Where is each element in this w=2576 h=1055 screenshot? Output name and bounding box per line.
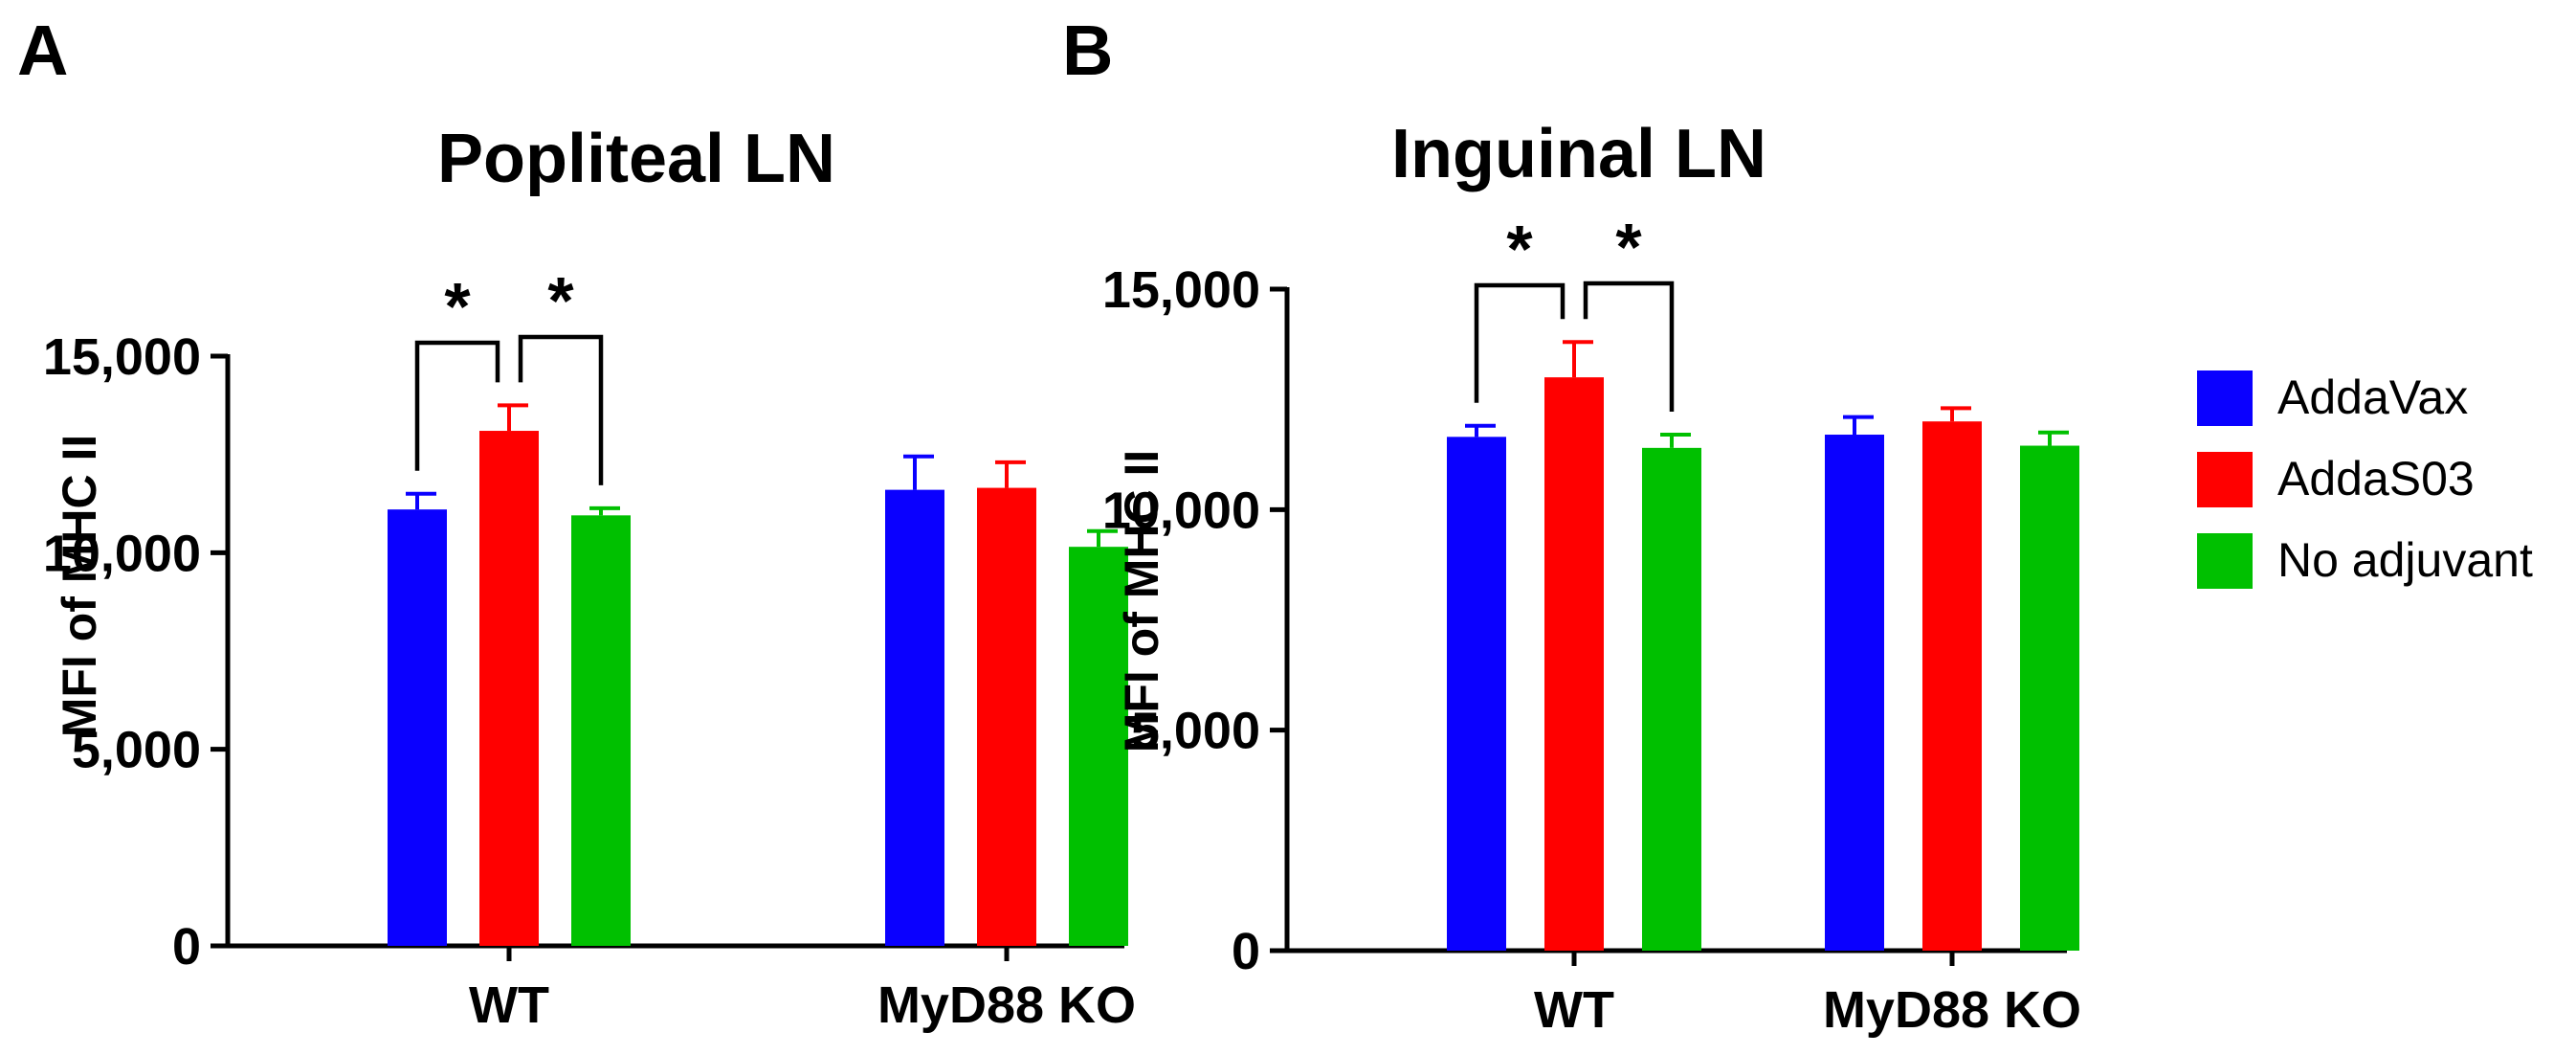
x-tick-label-wt-b: WT: [1534, 981, 1614, 1039]
panel-a: A Popliteal LN MFI of MHC II 0 5,000 10,00…: [17, 11, 1136, 1034]
significance-star-2-a: *: [547, 263, 574, 338]
x-tick-label-myd88-ko-a: MyD88 KO: [877, 976, 1136, 1034]
legend-label-addavax: AddaVax: [2277, 370, 2468, 424]
significance-bracket-1-a: [414, 340, 500, 471]
plot-area-b: 0 5,000 10,000 15,000 WT MyD88 KO * *: [1102, 210, 2081, 1039]
significance-bracket-2-b: [1583, 281, 1675, 413]
significance-star-2-b: *: [1615, 210, 1642, 284]
significance-bracket-1-b: [1474, 282, 1566, 403]
bar-addavax-wt-b: [1447, 437, 1506, 951]
y-tick-label-a: 0: [172, 918, 201, 976]
y-tick-label-a: 15,000: [43, 328, 201, 386]
panel-b: B Inguinal LN MFI of MHC II 0 5,000 10,000…: [1062, 11, 2081, 1039]
plot-area-a: 0 5,000 10,000 15,000 WT MyD88 KO * *: [43, 263, 1136, 1034]
bar-addas03-myd88-ko-b: [1922, 421, 1982, 951]
y-axis-title-b: MFI of MHC II: [1115, 450, 1168, 753]
bar-no-adjuvant-wt-a: [571, 515, 631, 946]
bar-addas03-wt-b: [1544, 377, 1604, 952]
y-tick-label-b: 5,000: [1131, 703, 1260, 760]
legend-label-no-adjuvant: No adjuvant: [2277, 533, 2533, 587]
bar-addavax-myd88-ko-a: [885, 489, 944, 946]
x-tick-label-myd88-ko-b: MyD88 KO: [1823, 981, 2081, 1039]
bar-addas03-wt-a: [479, 431, 539, 946]
significance-star-1-b: *: [1506, 212, 1533, 286]
bar-no-adjuvant-myd88-ko-a: [1069, 547, 1128, 946]
legend: AddaVax AddaS03 No adjuvant: [2197, 370, 2533, 589]
y-axis-title-a: MFI of MHC II: [53, 435, 106, 738]
significance-star-1-a: *: [444, 269, 471, 344]
y-tick-label-b: 15,000: [1102, 261, 1260, 319]
legend-swatch-addas03: [2197, 452, 2253, 507]
bar-addas03-myd88-ko-a: [977, 487, 1036, 946]
y-tick-label-b: 10,000: [1102, 482, 1260, 539]
chart-title-b: Inguinal LN: [1391, 116, 1766, 192]
y-tick-label-a: 10,000: [43, 525, 201, 582]
legend-swatch-addavax: [2197, 370, 2253, 426]
x-tick-label-wt-a: WT: [469, 976, 549, 1034]
significance-bracket-2-a: [518, 334, 604, 485]
bar-no-adjuvant-wt-b: [1642, 447, 1701, 952]
panel-label-a: A: [17, 11, 68, 90]
bar-no-adjuvant-myd88-ko-b: [2020, 445, 2079, 952]
y-tick-label-b: 0: [1232, 923, 1260, 980]
panel-label-b: B: [1062, 11, 1113, 90]
y-tick-label-a: 5,000: [72, 722, 201, 779]
legend-swatch-no-adjuvant: [2197, 533, 2253, 589]
chart-title-a: Popliteal LN: [437, 121, 835, 197]
legend-label-addas03: AddaS03: [2277, 452, 2475, 505]
bar-addavax-wt-a: [388, 509, 447, 946]
bar-addavax-myd88-ko-b: [1825, 435, 1884, 951]
